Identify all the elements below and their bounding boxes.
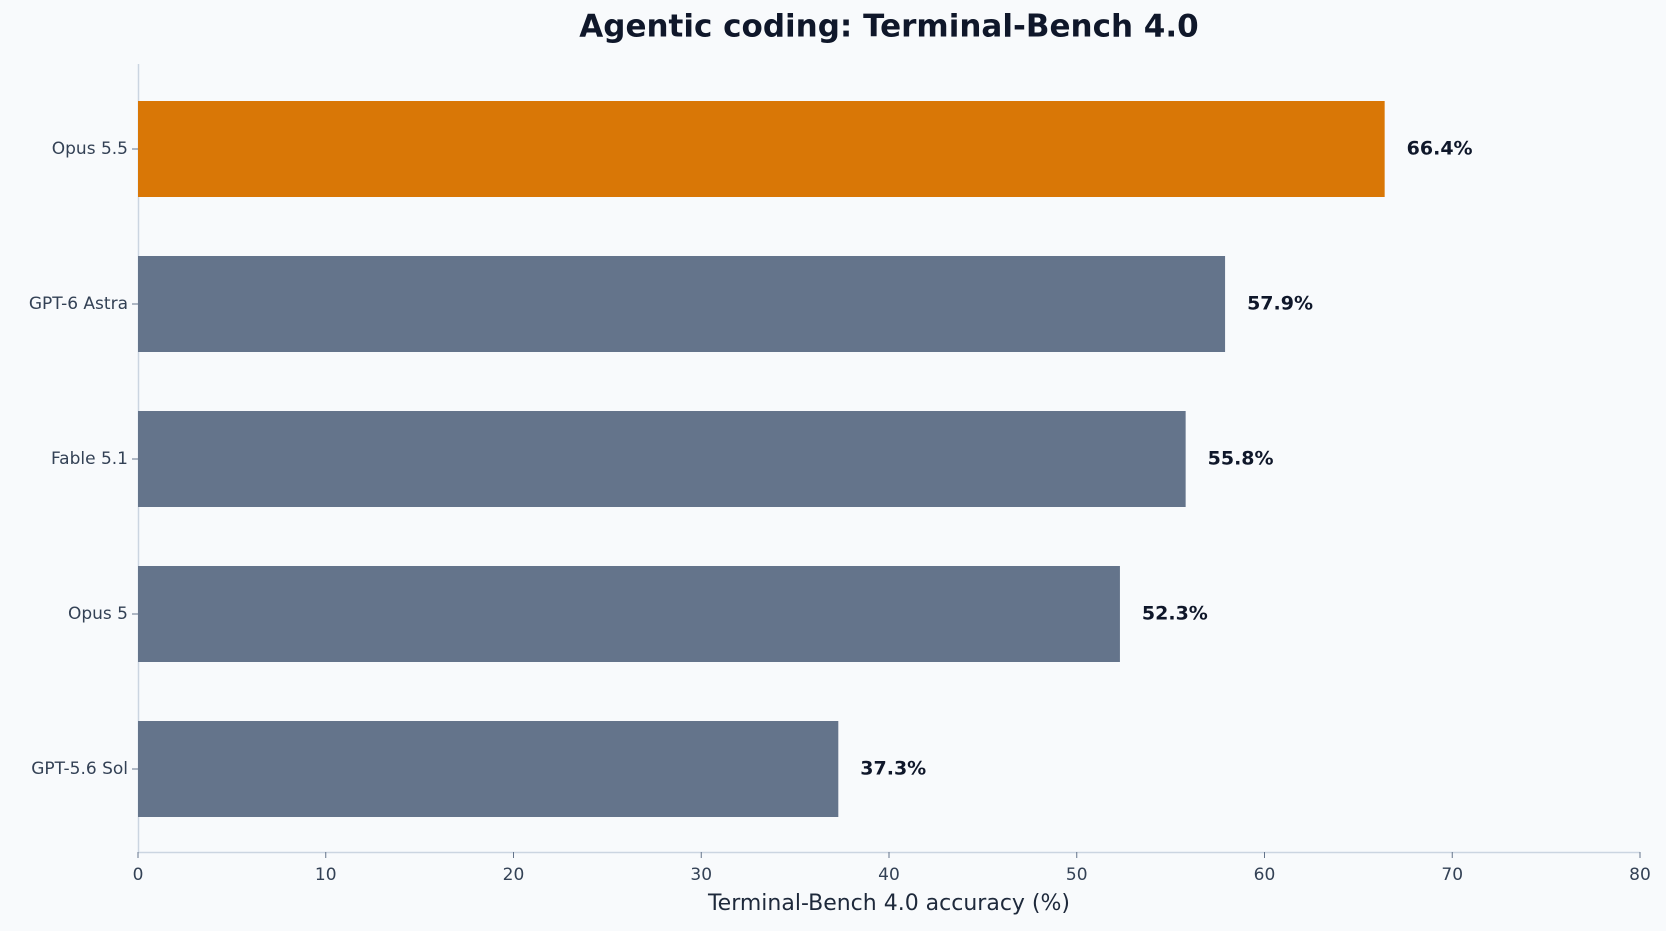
y-tick-label: GPT-5.6 Sol: [31, 759, 128, 779]
bar: [138, 411, 1186, 507]
x-tick-label: 30: [690, 865, 712, 885]
bar: [138, 256, 1226, 352]
bar: [138, 721, 839, 817]
value-label: 57.9%: [1247, 293, 1313, 315]
value-label: 55.8%: [1208, 448, 1274, 470]
bar: [138, 101, 1385, 197]
x-tick-label: 50: [1066, 865, 1088, 885]
chart-title: Agentic coding: Terminal-Bench 4.0: [579, 9, 1198, 45]
x-axis-label: Terminal-Bench 4.0 accuracy (%): [707, 891, 1070, 916]
x-tick-label: 20: [503, 865, 525, 885]
y-tick-label: Fable 5.1: [51, 449, 128, 469]
y-tick-label: Opus 5.5: [52, 139, 128, 159]
y-tick-label: Opus 5: [68, 604, 128, 624]
value-label: 52.3%: [1142, 603, 1208, 625]
x-tick-label: 40: [878, 865, 900, 885]
y-tick-label: GPT-6 Astra: [29, 294, 128, 314]
x-tick-label: 80: [1629, 865, 1651, 885]
x-tick-label: 70: [1441, 865, 1463, 885]
bar: [138, 566, 1120, 662]
value-label: 37.3%: [860, 758, 926, 780]
x-tick-label: 60: [1254, 865, 1276, 885]
x-tick-label: 10: [315, 865, 337, 885]
x-tick-label: 0: [133, 865, 144, 885]
value-label: 66.4%: [1407, 138, 1473, 160]
